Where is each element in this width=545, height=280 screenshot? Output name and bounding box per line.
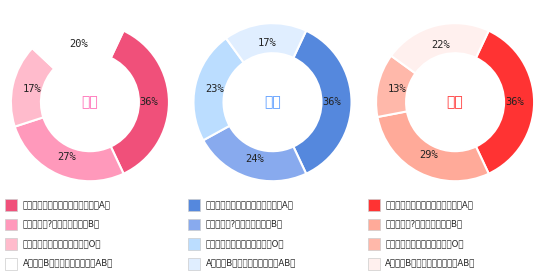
Text: 22%: 22%	[431, 40, 450, 50]
Wedge shape	[391, 23, 489, 73]
Wedge shape	[32, 23, 124, 69]
Wedge shape	[476, 31, 534, 174]
Text: Aなの？Bなの？二重人格？ーAB型: Aなの？Bなの？二重人格？ーAB型	[385, 259, 476, 268]
Wedge shape	[11, 48, 54, 127]
Text: 36%: 36%	[140, 97, 159, 107]
Text: 20%: 20%	[69, 39, 88, 49]
Text: 几帳面っていうか、細かすぎ！ーA型: 几帳面っていうか、細かすぎ！ーA型	[385, 200, 473, 209]
Text: マイペース?いや自己中！ーB型: マイペース?いや自己中！ーB型	[23, 220, 100, 228]
Text: 24%: 24%	[245, 153, 264, 164]
Text: 全体: 全体	[82, 95, 98, 109]
Text: 27%: 27%	[57, 151, 76, 162]
Wedge shape	[111, 31, 169, 174]
Text: 几帳面っていうか、細かすぎ！ーA型: 几帳面っていうか、細かすぎ！ーA型	[23, 200, 111, 209]
Text: Aなの？Bなの？二重人格？ーAB型: Aなの？Bなの？二重人格？ーAB型	[23, 259, 113, 268]
Wedge shape	[226, 23, 306, 62]
Text: マイペース?いや自己中！ーB型: マイペース?いや自己中！ーB型	[205, 220, 283, 228]
Text: 女性: 女性	[447, 95, 463, 109]
Wedge shape	[293, 31, 352, 174]
Text: 29%: 29%	[419, 150, 438, 160]
Text: 17%: 17%	[23, 84, 41, 94]
Text: Aなの？Bなの？二重人格？ーAB型: Aなの？Bなの？二重人格？ーAB型	[205, 259, 296, 268]
Wedge shape	[193, 38, 244, 140]
Text: 几帳面っていうか、細かすぎ！ーA型: 几帳面っていうか、細かすぎ！ーA型	[205, 200, 293, 209]
Text: 男性: 男性	[264, 95, 281, 109]
Text: 17%: 17%	[258, 38, 276, 48]
Text: 23%: 23%	[205, 84, 224, 94]
Text: 36%: 36%	[323, 97, 341, 107]
Text: 36%: 36%	[505, 97, 524, 107]
Wedge shape	[378, 111, 489, 181]
Wedge shape	[203, 126, 306, 181]
Text: もうちょっと気を使って！ーO型: もうちょっと気を使って！ーO型	[23, 239, 101, 248]
Text: もうちょっと気を使って！ーO型: もうちょっと気を使って！ーO型	[205, 239, 284, 248]
Text: もうちょっと気を使って！ーO型: もうちょっと気を使って！ーO型	[385, 239, 464, 248]
Wedge shape	[15, 117, 124, 181]
Text: 13%: 13%	[388, 84, 407, 94]
Wedge shape	[376, 56, 415, 117]
Text: マイペース?いや自己中！ーB型: マイペース?いや自己中！ーB型	[385, 220, 463, 228]
